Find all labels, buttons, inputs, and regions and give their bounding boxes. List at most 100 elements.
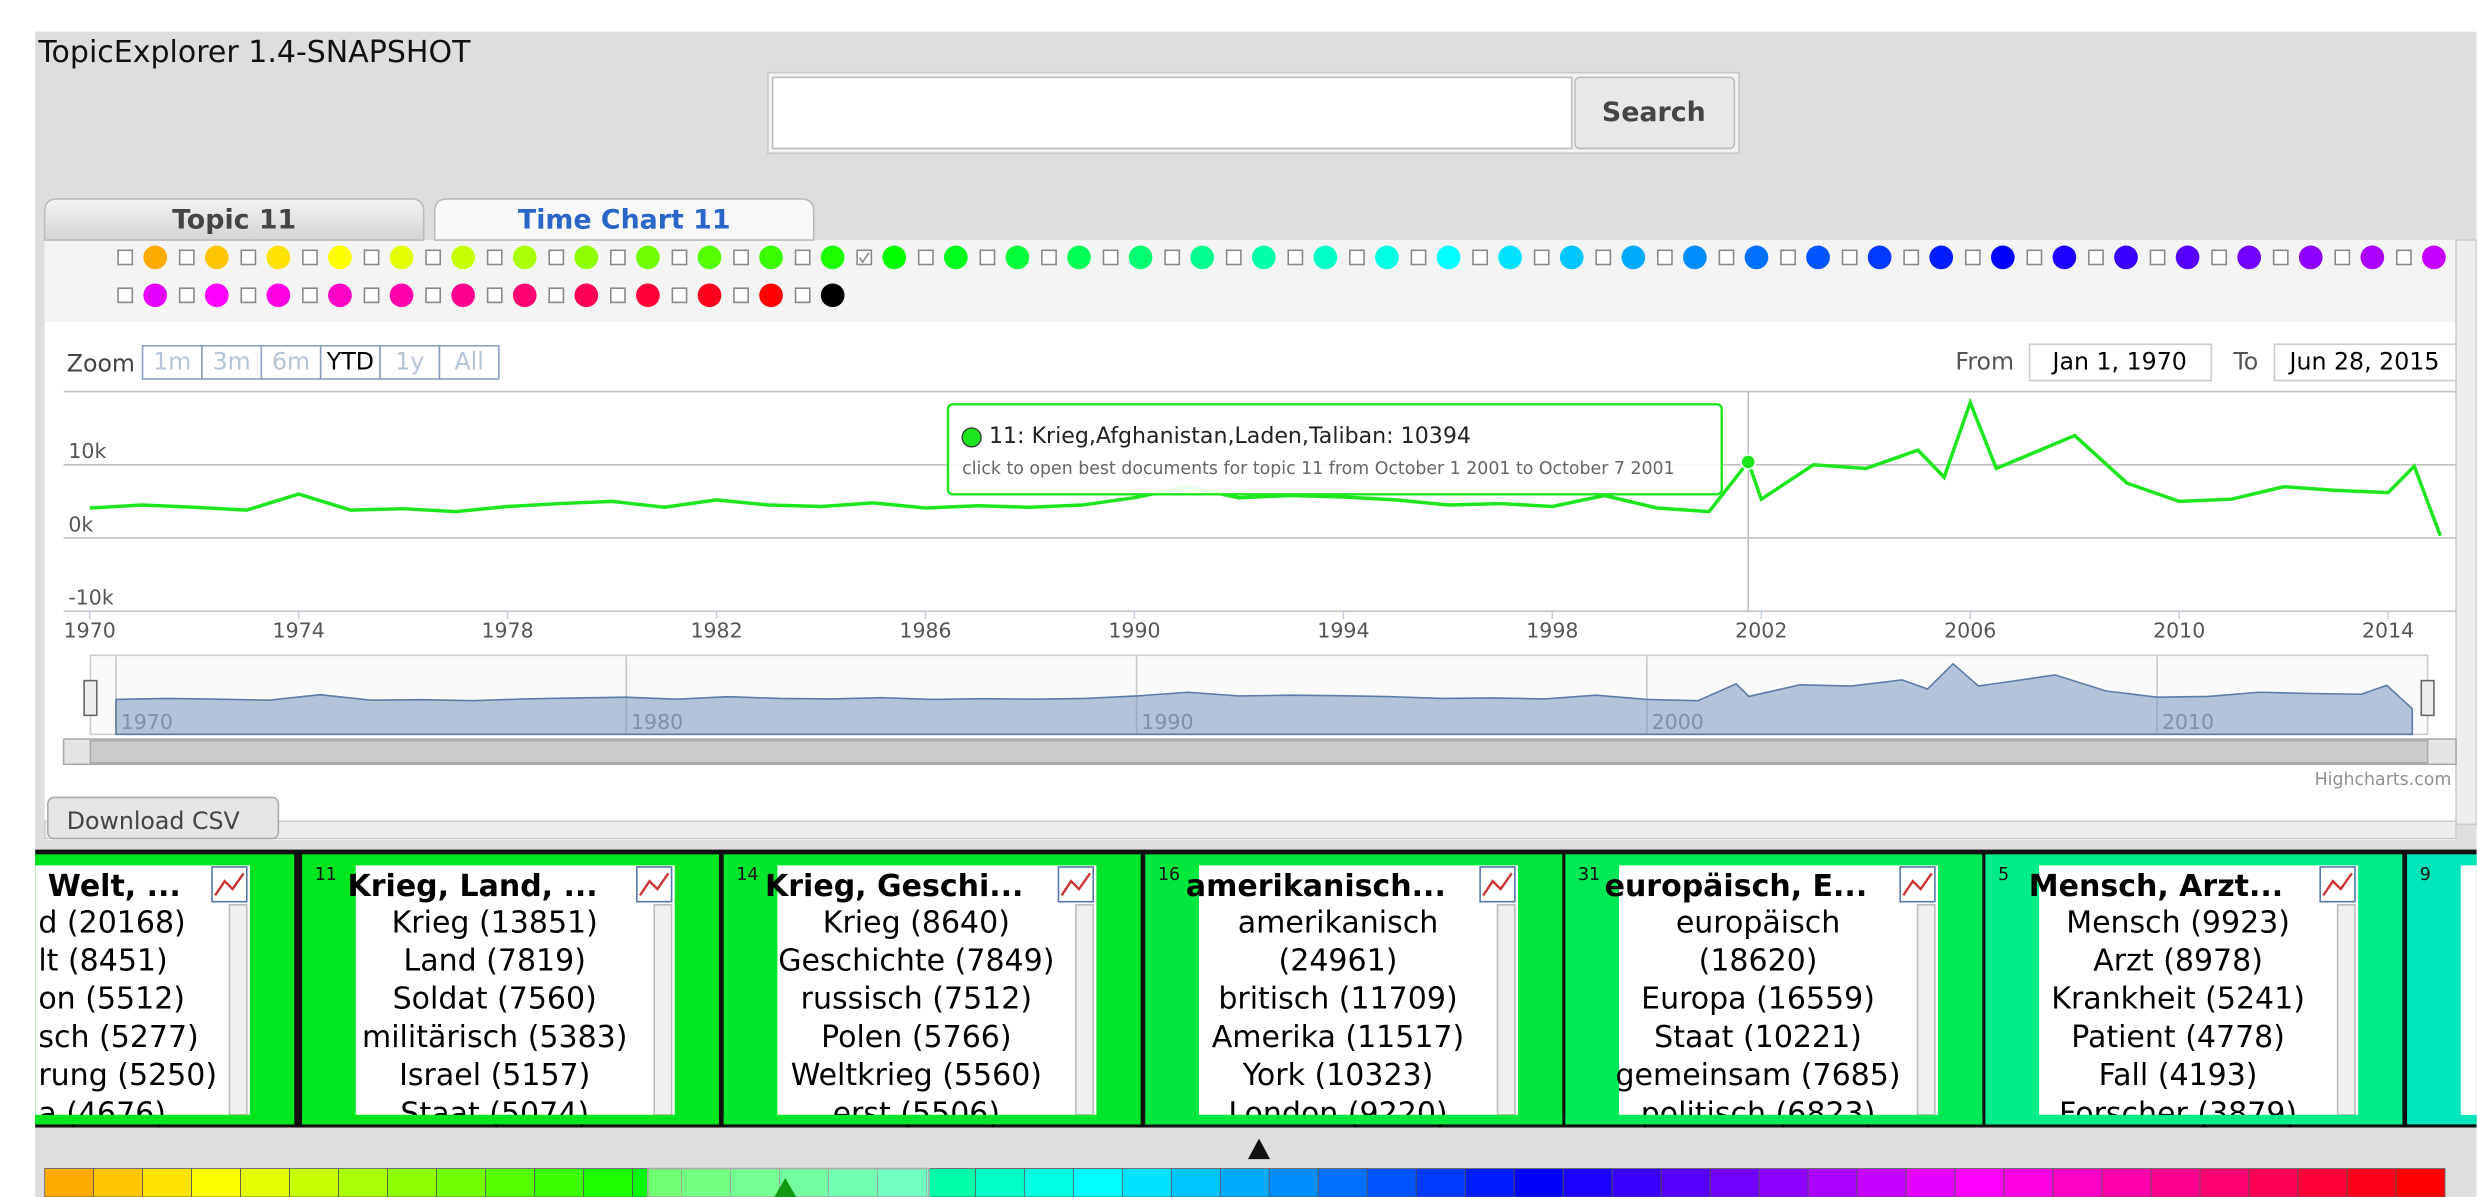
nav-scroll-thumb[interactable] <box>89 739 2429 764</box>
zoom-button[interactable] <box>319 345 381 380</box>
topic-checkbox[interactable] <box>2026 249 2043 266</box>
topic-dot[interactable] <box>512 245 537 270</box>
topic-checkbox[interactable] <box>178 249 195 266</box>
topic-dot[interactable] <box>1375 245 1399 270</box>
topic-dot[interactable] <box>636 245 660 270</box>
topic-dot[interactable] <box>636 283 660 308</box>
topic-checkbox[interactable] <box>1164 249 1181 266</box>
color-cell[interactable] <box>142 1168 193 1197</box>
color-cell[interactable] <box>44 1168 95 1197</box>
topic-dot[interactable] <box>1990 245 2015 270</box>
topic-checkbox[interactable] <box>548 287 565 304</box>
color-cell[interactable] <box>926 1168 976 1197</box>
color-cell[interactable] <box>1954 1168 2005 1197</box>
color-cell[interactable] <box>1464 1168 1515 1197</box>
topic-checkbox[interactable] <box>1287 249 1304 266</box>
color-cell[interactable] <box>1562 1168 1613 1197</box>
topic-dot[interactable] <box>1559 245 1584 270</box>
color-cell[interactable] <box>877 1168 927 1197</box>
topic-dot[interactable] <box>328 283 352 308</box>
topic-checkbox[interactable] <box>1718 249 1735 266</box>
search-button[interactable] <box>1574 76 1736 150</box>
color-cell[interactable] <box>436 1168 486 1197</box>
topic-dot[interactable] <box>2360 245 2385 270</box>
topic-dot[interactable] <box>1005 245 1030 270</box>
topic-dot[interactable] <box>820 245 845 270</box>
topic-checkbox[interactable] <box>1472 249 1489 266</box>
topic-dot[interactable] <box>1251 245 1276 270</box>
tab[interactable] <box>43 198 425 241</box>
topic-dot[interactable] <box>820 283 845 308</box>
topic-dot[interactable] <box>451 245 475 270</box>
color-cell[interactable] <box>1170 1168 1221 1197</box>
topic-checkbox[interactable] <box>1595 249 1612 266</box>
topic-checkbox[interactable] <box>363 287 380 304</box>
topic-dot[interactable] <box>882 245 907 270</box>
topic-dot[interactable] <box>697 245 722 270</box>
topic-checkbox[interactable] <box>2272 249 2289 266</box>
topic-checkbox[interactable] <box>2211 249 2228 266</box>
color-cell[interactable] <box>387 1168 437 1197</box>
color-cell[interactable] <box>1072 1168 1123 1197</box>
topic-dot[interactable] <box>204 245 229 270</box>
h-scrollbar[interactable] <box>43 820 2457 840</box>
topic-checkbox[interactable] <box>363 249 380 266</box>
topic-checkbox[interactable] <box>856 249 873 266</box>
search-input[interactable] <box>771 76 1573 150</box>
color-cell[interactable] <box>2395 1168 2446 1197</box>
topic-dot[interactable] <box>328 245 352 270</box>
to-input[interactable] <box>2273 343 2457 382</box>
card-scrollbar[interactable] <box>1916 904 1936 1116</box>
color-cell[interactable] <box>2248 1168 2299 1197</box>
topic-checkbox[interactable] <box>548 249 565 266</box>
color-cell[interactable] <box>2003 1168 2054 1197</box>
topic-dot[interactable] <box>1621 245 1646 270</box>
color-cell[interactable] <box>485 1168 535 1197</box>
topic-checkbox[interactable] <box>1225 249 1242 266</box>
topic-checkbox[interactable] <box>1349 249 1365 266</box>
color-cell[interactable] <box>1121 1168 1172 1197</box>
topic-dot[interactable] <box>574 283 599 308</box>
topic-checkbox[interactable] <box>302 249 318 266</box>
topic-dot[interactable] <box>759 245 783 270</box>
topic-checkbox[interactable] <box>917 249 934 266</box>
color-cell[interactable] <box>1807 1168 1858 1197</box>
topic-dot[interactable] <box>1498 245 1522 270</box>
topic-checkbox[interactable] <box>1533 249 1550 266</box>
color-cell[interactable] <box>1660 1168 1711 1197</box>
topic-checkbox[interactable] <box>1841 249 1858 266</box>
color-cell[interactable] <box>534 1168 584 1197</box>
topic-dot[interactable] <box>574 245 599 270</box>
color-cell[interactable] <box>1513 1168 1564 1197</box>
topic-checkbox[interactable] <box>302 287 318 304</box>
topic-dot[interactable] <box>1744 245 1769 270</box>
topic-checkbox[interactable] <box>609 287 626 304</box>
download-button[interactable] <box>47 796 280 840</box>
topic-checkbox[interactable] <box>425 287 442 304</box>
color-cell[interactable] <box>1268 1168 1319 1197</box>
topic-dot[interactable] <box>2237 245 2262 270</box>
topic-checkbox[interactable] <box>117 287 134 304</box>
topic-dot[interactable] <box>2422 245 2446 270</box>
topic-dot[interactable] <box>266 245 291 270</box>
color-cell[interactable] <box>1317 1168 1368 1197</box>
topic-checkbox[interactable] <box>2334 249 2351 266</box>
color-cell[interactable] <box>2101 1168 2152 1197</box>
topic-checkbox[interactable] <box>2396 249 2412 266</box>
card-scrollbar[interactable] <box>2336 904 2356 1116</box>
topic-checkbox[interactable] <box>486 249 503 266</box>
topic-dot[interactable] <box>389 283 414 308</box>
color-cell[interactable] <box>289 1168 339 1197</box>
topic-checkbox[interactable] <box>240 249 257 266</box>
topic-dot[interactable] <box>266 283 291 308</box>
color-cell[interactable] <box>191 1168 241 1197</box>
color-cell[interactable] <box>1905 1168 1956 1197</box>
color-cell[interactable] <box>828 1168 878 1197</box>
topic-dot[interactable] <box>1867 245 1892 270</box>
topic-checkbox[interactable] <box>671 287 688 304</box>
topic-checkbox[interactable] <box>609 249 626 266</box>
zoom-button[interactable] <box>438 345 500 380</box>
topic-checkbox[interactable] <box>1964 249 1981 266</box>
topic-dot[interactable] <box>1190 245 1215 270</box>
card-scrollbar[interactable] <box>1496 904 1516 1116</box>
